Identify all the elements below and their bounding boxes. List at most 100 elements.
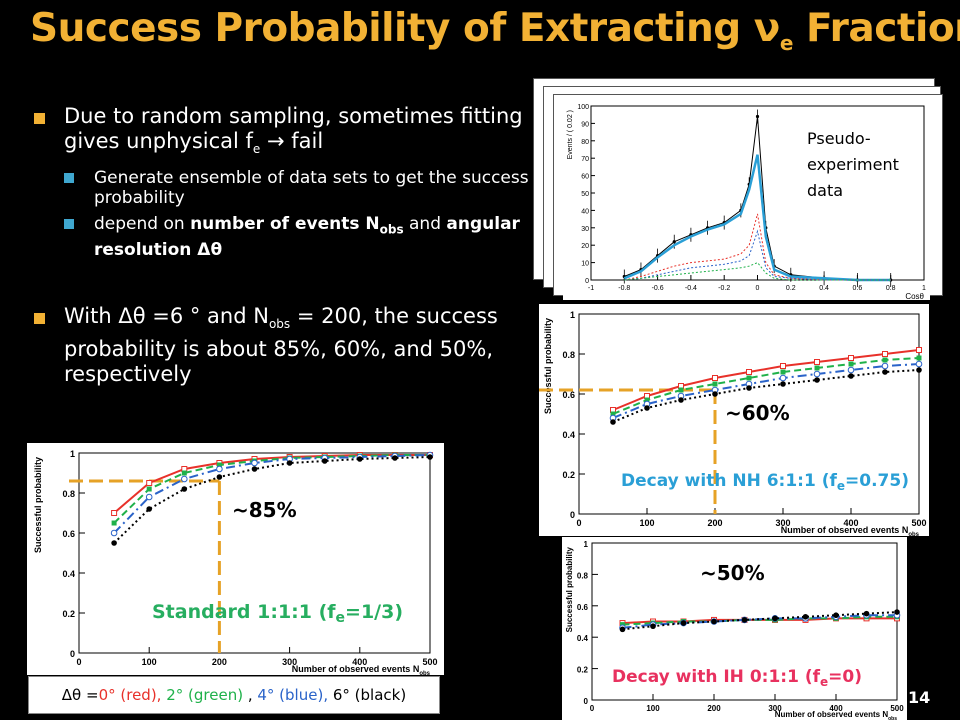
percentage-annotation: ~60% [725,401,790,425]
x-tick-label: -0.8 [618,285,630,292]
point-blue [181,475,188,483]
point-black [111,540,117,546]
series-line-blue [113,454,431,534]
x-tick-label: 0 [756,285,760,292]
point-blue [881,362,889,370]
point-black [427,454,433,460]
y-axis-label: Events / ( 0.02 ) [567,110,574,159]
point-black [712,391,718,397]
hist-series-green [624,261,891,281]
point-black [882,369,888,375]
chart-svg: 0 100 200 300 400 500 0 0.2 0.4 0.6 0.8 1 Number of … [565,540,904,720]
y-tick-label: 0 [70,649,75,659]
y-tick-label: 100 [577,104,589,111]
point-black [863,610,870,617]
point-black [814,377,820,383]
x-axis-label: Number of observed events Nobs [292,664,431,675]
point-blue [813,370,821,378]
resolution-legend: Δθ =0° (red), 2° (green) , 4° (blue), 6°… [28,676,440,714]
pseudo-experiment-label: Pseudo-experiment data [807,129,899,200]
series-line-black [622,611,898,631]
y-tick-label: 0.6 [562,390,575,400]
y-tick-label: 0 [584,697,589,706]
y-tick-label: 50 [581,191,589,198]
y-axis-label: Successful probability [543,318,553,414]
chart-svg: 0 100 200 300 400 500 0 0.2 0.4 0.6 0.8 1 Number of … [33,449,438,675]
y-tick-label: 40 [581,208,589,215]
chart-caption: Decay with NH 6:1:1 (fe=0.75) [621,471,909,493]
bullet-1b: depend on number of events Nobs and angu… [64,214,544,260]
x-tick-label: 0.4 [819,285,829,292]
y-tick-label: 0 [570,510,575,520]
y-tick-label: 90 [581,121,589,128]
x-tick-label: -0.4 [685,285,697,292]
point-green [644,397,650,403]
y-tick-label: 1 [584,540,589,549]
point-green [216,462,222,468]
point-black [746,385,752,391]
x-tick-label: 300 [768,704,782,713]
point-black [644,405,650,411]
point-green [916,355,922,361]
pseudo-experiment-histogram: -1 -0.8 -0.6 -0.4 -0.2 0 0.2 0.4 0.6 0.8 1 0 10 20 30 4… [563,102,930,300]
ih-probability-chart: 0 100 200 300 400 500 0 0.2 0.4 0.6 0.8 1 Number of … [562,537,907,720]
y-axis-label: Successful probability [33,457,43,553]
series-line-blue [612,363,920,419]
point-black [848,373,854,379]
y-tick-label: 0 [585,278,589,285]
y-axis-label: Successful probability [565,546,574,632]
plot-frame [578,313,920,515]
series-line-black [612,369,920,423]
x-tick-label: 400 [352,657,367,667]
point-red [146,480,153,486]
point-green [610,411,616,417]
nh-probability-chart: 0 100 200 300 400 500 0 0.2 0.4 0.6 0.8 1 Number of … [539,304,929,536]
y-tick-label: 0.8 [577,571,589,580]
point-green [146,486,152,492]
point-black [741,617,748,623]
x-tick-label: 400 [829,704,843,713]
legend-red: 0° (red), [98,686,162,704]
x-tick-label: 300 [282,657,297,667]
x-tick-label: 0 [576,518,581,528]
bullet-1: Due to random sampling, sometimes fittin… [34,104,544,162]
point-green [882,357,888,363]
x-tick-label: 300 [775,518,790,528]
x-tick-label: 0.6 [853,285,863,292]
point-black [392,455,398,461]
point-black [146,506,152,512]
x-axis-label: Number of observed events Nobs [775,710,897,720]
chart-caption: Standard 1:1:1 (fe=1/3) [152,601,403,626]
y-tick-label: 0.4 [62,569,75,579]
x-tick-label: 1 [922,285,926,292]
x-tick-label: 0.8 [886,285,896,292]
y-tick-label: 0.2 [62,609,75,619]
hist-svg: -1 -0.8 -0.6 -0.4 -0.2 0 0.2 0.4 0.6 0.8 101020304… [567,104,926,300]
point-green [678,387,684,393]
y-tick-label: 0.6 [577,603,589,612]
legend-black: 6° (black) [332,686,407,704]
y-tick-label: 70 [581,156,589,163]
point-green [746,375,752,381]
point-black [610,419,616,425]
point-red [848,355,854,361]
point-blue [110,529,118,537]
bullet-2: With Δθ =6 ° and Nobs = 200, the success… [34,304,544,387]
point-black [619,626,626,633]
x-tick-label: -0.2 [718,285,730,292]
y-tick-label: 0.8 [62,489,75,499]
x-tick-label: 100 [639,518,654,528]
y-tick-label: 60 [581,174,589,181]
point-blue [216,465,223,473]
point-black [916,367,922,373]
y-tick-label: 0.8 [562,350,575,360]
point-black [802,613,809,620]
x-tick-label: 200 [212,657,227,667]
legend-blue: 4° (blue), [257,686,329,704]
x-tick-label: 0.2 [786,285,796,292]
point-green [181,470,187,476]
point-black [321,458,328,464]
series-line-black [113,456,431,544]
percentage-annotation: ~50% [700,561,765,585]
point-green [780,369,786,375]
